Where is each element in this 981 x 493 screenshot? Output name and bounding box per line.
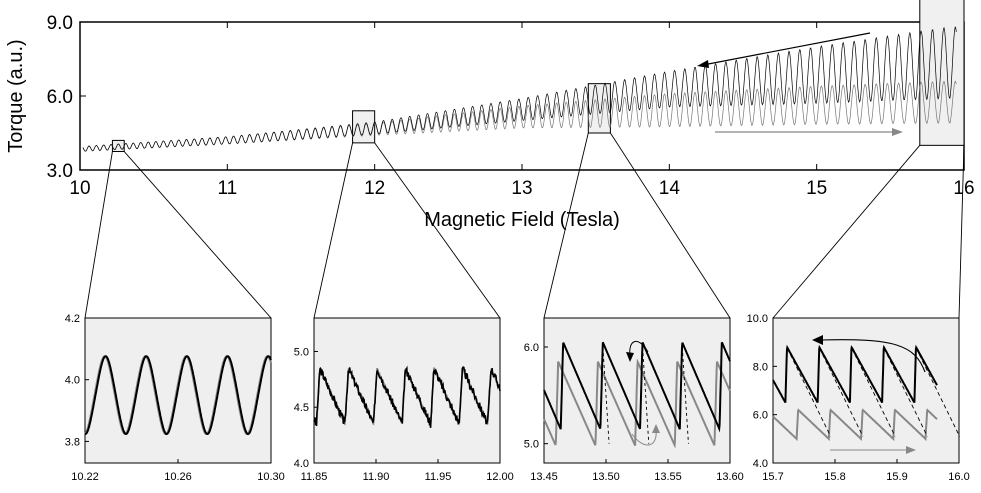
y-axis-label: Torque (a.u.) [5,39,27,152]
zoom-connector-right [374,142,501,319]
inset-x-tick-label: 10.30 [257,471,285,483]
x-tick-label: 12 [364,178,385,199]
zoom-connector-left [313,142,354,319]
inset4-gray-arrowhead [906,446,916,454]
x-tick-label: 16 [953,178,974,199]
inset3-dashed-link [681,346,689,444]
x-tick-label: 11 [217,178,237,199]
inset4-black-sweep-arrow [819,339,926,373]
inset-y-tick-label: 3.8 [65,436,80,448]
inset-y-tick-label: 4.0 [65,375,80,387]
inset1-series [85,355,272,436]
inset-x-tick-label: 13.55 [654,471,682,483]
inset-panel-2: 11.85 11.90 11.95 12.00 4.0 4.5 5.0 [294,317,514,483]
inset-y-tick-label: 5.0 [524,439,539,451]
inset-frame [313,317,501,464]
up-sweep-arrowhead [892,128,903,136]
zoom-connector-right [610,132,731,319]
zoom-box-2 [352,110,376,144]
inset-y-tick-label: 4.5 [294,402,309,414]
inset-x-tick-label: 11.85 [301,471,328,483]
inset4-dashed-link [915,348,961,437]
main-panel: 10 11 12 13 14 15 16 3.0 6.0 9.0 Torque (a.u.) Ma… [5,0,975,231]
inset4-black-arrowhead [812,335,823,345]
inset-x-tick-label: 12.00 [486,471,514,483]
down-sweep-arrowhead [697,60,709,68]
inset-x-tick-label: 10.22 [71,471,99,483]
inset-y-tick-label: 6.0 [753,410,768,422]
main-series-1 [82,26,957,152]
y-tick-label: 3.0 [47,161,73,182]
zoom-connector-left [84,151,113,319]
inset3-gray-arrowhead [652,424,660,433]
inset4-dashed-link [819,348,864,437]
inset-x-tick-label: 16.0 [948,471,969,483]
inset-frame [772,317,960,464]
inset4-dashed-link [851,348,896,437]
inset-annotations [626,335,926,454]
inset-y-tick-label: 4.0 [753,458,768,470]
main-ticks: 10 11 12 13 14 15 16 3.0 6.0 9.0 [47,13,975,199]
inset-x-tick-label: 11.90 [363,471,390,483]
inset-x-tick-label: 15.7 [762,471,783,483]
zoom-box-4 [919,0,965,146]
inset3-black-arrowhead [626,352,634,362]
x-axis-label: Magnetic Field (Tesla) [424,209,620,231]
inset-y-tick-label: 6.0 [524,342,539,354]
inset-x-tick-label: 13.50 [592,471,620,483]
inset-x-tick-label: 13.45 [530,471,558,483]
inset3-dashed-link [642,346,650,444]
inset-panels: 10.22 10.26 10.303.84.04.211.85 11.90 11.95 1… [65,313,970,483]
zoom-connector-right [123,151,272,319]
inset4-dashed-link [786,348,832,437]
inset-y-tick-label: 8.0 [753,361,768,373]
y-tick-label: 9.0 [47,13,73,34]
inset3-black-sweep-arrow [629,341,649,357]
inset-x-tick-label: 10.26 [164,471,192,483]
inset4-series [772,344,938,404]
inset-x-tick-label: 13.60 [716,471,744,483]
inset2-series [313,365,501,428]
inset3-dashed-link [602,346,610,444]
inset4-series [772,408,938,442]
inset-x-tick-label: 15.8 [824,471,845,483]
inset-y-tick-label: 4.2 [65,313,80,325]
zoom-connector-right [958,145,965,319]
down-sweep-arrow [702,32,871,66]
inset-y-tick-label: 10.0 [747,313,768,325]
y-tick-label: 6.0 [47,87,73,108]
main-plot-frame [79,21,965,171]
zoom-connectors [84,132,965,319]
inset3-series [543,341,731,433]
inset3-gray-sweep-arrow [631,429,657,446]
inset-x-tick-label: 15.9 [886,471,907,483]
x-tick-label: 10 [69,178,90,199]
zoom-connector-left [772,145,921,319]
x-tick-label: 14 [659,178,681,199]
zoom-boxes [111,0,965,152]
main-arrows [697,32,903,136]
inset-y-tick-label: 5.0 [294,346,309,358]
main-series [82,26,957,152]
inset-y-tick-label: 4.0 [294,458,309,470]
x-tick-label: 15 [806,178,827,199]
inset-x-tick-label: 11.95 [425,471,452,483]
x-tick-label: 13 [511,178,532,199]
inset-panel-4: 15.7 15.8 15.9 16.0 4.0 6.0 8.0 10.0 [747,313,970,483]
inset3-series [543,358,731,449]
zoom-box-3 [587,83,611,134]
inset-panel-3: 13.45 13.50 13.55 13.60 5.0 6.0 [524,317,744,483]
inset4-dashed-link [883,348,928,437]
inset-panel-1: 10.22 10.26 10.30 3.8 4.0 4.2 [65,313,285,483]
zoom-connector-left [543,132,589,319]
